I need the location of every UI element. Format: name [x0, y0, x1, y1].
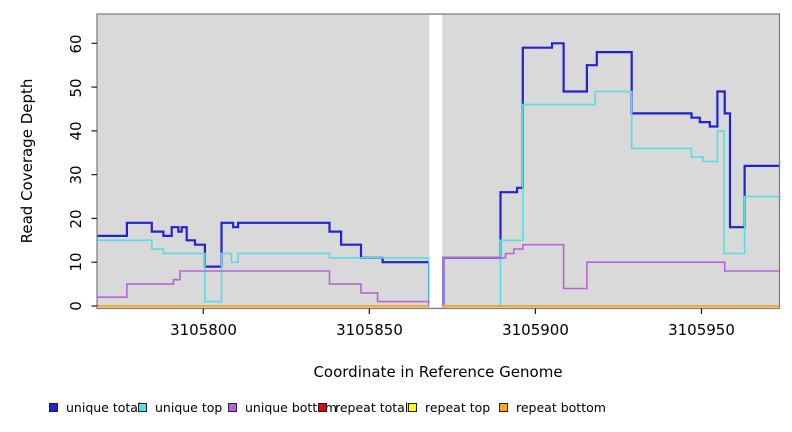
x-tick-label: 3105800	[170, 321, 237, 339]
legend-item-repeat-total: repeat total	[318, 399, 408, 415]
x-tick-label: 3105900	[502, 321, 569, 339]
y-tick-label: 40	[67, 121, 85, 141]
y-tick-label: 50	[67, 77, 85, 98]
legend-swatch-unique-bottom-icon	[228, 402, 237, 412]
legend-label: repeat top	[425, 399, 491, 415]
y-axis-title: Read Coverage Depth	[18, 78, 36, 244]
legend-item-unique-top: unique top	[138, 399, 222, 415]
legend-item-unique-total: unique total	[49, 399, 141, 415]
legend-swatch-repeat-total-icon	[318, 402, 327, 412]
legend-label: unique total	[66, 399, 142, 415]
y-tick-label: 20	[67, 209, 85, 229]
legend-swatch-unique-total-icon	[49, 402, 58, 412]
x-tick-label: 3105950	[668, 321, 735, 339]
legend-item-unique-bottom: unique bottom	[228, 399, 337, 415]
x-tick-label: 3105850	[336, 321, 403, 339]
legend-swatch-unique-top-icon	[138, 402, 147, 412]
legend-swatch-repeat-top-icon	[408, 402, 417, 412]
y-tick-label: 0	[67, 301, 85, 311]
legend-item-repeat-top: repeat top	[408, 399, 490, 415]
y-tick-label: 60	[67, 34, 85, 54]
legend-swatch-repeat-bottom-icon	[499, 402, 508, 412]
legend-label: unique bottom	[245, 399, 338, 415]
legend-label: repeat bottom	[516, 399, 606, 415]
legend-label: repeat total	[335, 399, 409, 415]
y-tick-label: 30	[67, 165, 85, 185]
legend-item-repeat-bottom: repeat bottom	[499, 399, 606, 415]
y-tick-label: 10	[67, 252, 85, 272]
legend-label: unique top	[155, 399, 223, 415]
x-axis-title: Coordinate in Reference Genome	[313, 363, 563, 381]
